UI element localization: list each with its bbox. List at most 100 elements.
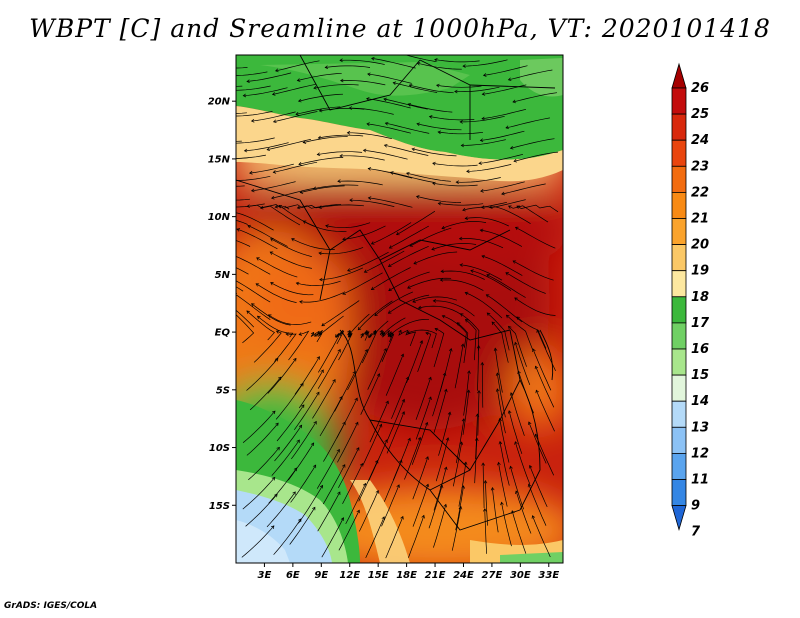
streamline <box>508 410 523 455</box>
streamline <box>388 294 430 314</box>
streamline-arrow <box>272 119 277 124</box>
lat-label: 10S <box>209 443 230 454</box>
streamline <box>298 485 323 524</box>
streamline-arrow <box>459 441 464 446</box>
streamline-arrow <box>298 162 302 166</box>
streamline-arrow <box>324 65 329 70</box>
streamline <box>236 212 274 231</box>
streamline-arrow <box>384 121 389 126</box>
streamline-arrow <box>367 72 371 77</box>
streamline-arrow <box>271 92 276 96</box>
streamline <box>388 318 430 337</box>
streamline-arrow <box>439 484 444 489</box>
streamline-arrow <box>321 322 325 327</box>
streamline <box>342 463 363 504</box>
streamline-arrow <box>332 379 336 383</box>
streamline <box>303 220 347 232</box>
colorbar-swatch <box>671 322 687 350</box>
streamline <box>247 204 290 210</box>
grads-credit: GrADS: IGES/COLA <box>4 601 98 611</box>
streamline-arrow <box>467 370 471 374</box>
streamline <box>270 282 314 296</box>
streamline-arrow <box>480 361 485 366</box>
streamline <box>368 320 389 339</box>
streamline <box>318 204 364 208</box>
streamline <box>415 377 432 420</box>
streamline-arrow <box>367 196 372 200</box>
streamline-arrow <box>202 109 205 112</box>
colorbar-swatch <box>671 270 687 298</box>
streamline <box>486 294 523 323</box>
streamline <box>412 484 429 527</box>
streamline-arrow <box>249 170 253 175</box>
streamline-arrow <box>226 89 229 92</box>
streamline <box>294 392 320 431</box>
colorbar-cap-bottom <box>671 505 687 532</box>
streamline <box>271 187 316 199</box>
streamline <box>480 130 525 141</box>
streamline-arrow <box>408 83 413 88</box>
streamline <box>381 484 400 527</box>
streamline-arrow <box>276 446 280 451</box>
streamline-arrow <box>493 347 498 352</box>
colorbar-swatch <box>671 165 687 193</box>
streamline-arrow <box>509 465 513 470</box>
colorbar-label: 16 <box>691 342 709 357</box>
lon-label: 27E <box>482 570 503 581</box>
streamline-arrow <box>368 334 372 338</box>
streamline-arrow <box>357 326 362 331</box>
streamline-arrow <box>316 356 320 360</box>
streamline <box>371 267 411 290</box>
streamline <box>236 67 248 69</box>
streamline <box>459 238 504 249</box>
streamline-arrow <box>387 310 392 314</box>
streamline-arrow <box>479 138 484 143</box>
streamline <box>271 439 300 476</box>
streamline-arrow <box>445 437 450 441</box>
streamline <box>270 251 312 269</box>
streamline-arrow <box>316 391 320 396</box>
streamline-arrow <box>342 291 346 295</box>
streamline-arrow <box>508 325 512 330</box>
streamline-arrow <box>392 51 395 54</box>
streamline <box>385 353 404 396</box>
colorbar-swatch <box>671 244 687 272</box>
streamline <box>433 467 447 511</box>
colorbar-swatch <box>671 374 687 402</box>
streamline <box>438 131 484 135</box>
streamline-arrow <box>312 506 316 511</box>
streamline <box>294 356 320 395</box>
streamline <box>515 226 556 249</box>
streamline-arrow <box>292 491 296 495</box>
streamline-arrow <box>318 251 322 256</box>
streamline <box>272 83 317 95</box>
streamline-arrow <box>436 83 440 88</box>
streamline <box>460 115 505 123</box>
streamline-arrow <box>443 466 448 471</box>
streamline <box>532 348 552 391</box>
colorbar-label: 13 <box>691 420 709 435</box>
streamline <box>367 73 412 84</box>
streamline-arrow <box>250 188 255 193</box>
streamline-arrow <box>491 321 496 326</box>
streamline <box>465 292 503 319</box>
streamline-arrow <box>461 485 466 489</box>
streamline-arrow <box>384 439 388 443</box>
streamline <box>236 185 245 187</box>
streamline <box>275 60 320 72</box>
streamline <box>296 280 341 286</box>
streamline-arrow <box>428 115 433 119</box>
streamline-arrow <box>434 58 438 62</box>
streamline-arrow <box>514 297 518 301</box>
streamline <box>319 267 364 281</box>
streamline <box>508 69 553 81</box>
streamline <box>371 57 416 69</box>
streamline <box>274 425 302 462</box>
streamline-arrow <box>424 421 429 426</box>
streamline-arrow <box>367 167 372 171</box>
streamline-arrow <box>478 161 482 165</box>
streamline <box>300 185 345 193</box>
streamline-arrow <box>291 238 295 242</box>
streamline <box>385 516 404 559</box>
streamline <box>491 321 509 363</box>
